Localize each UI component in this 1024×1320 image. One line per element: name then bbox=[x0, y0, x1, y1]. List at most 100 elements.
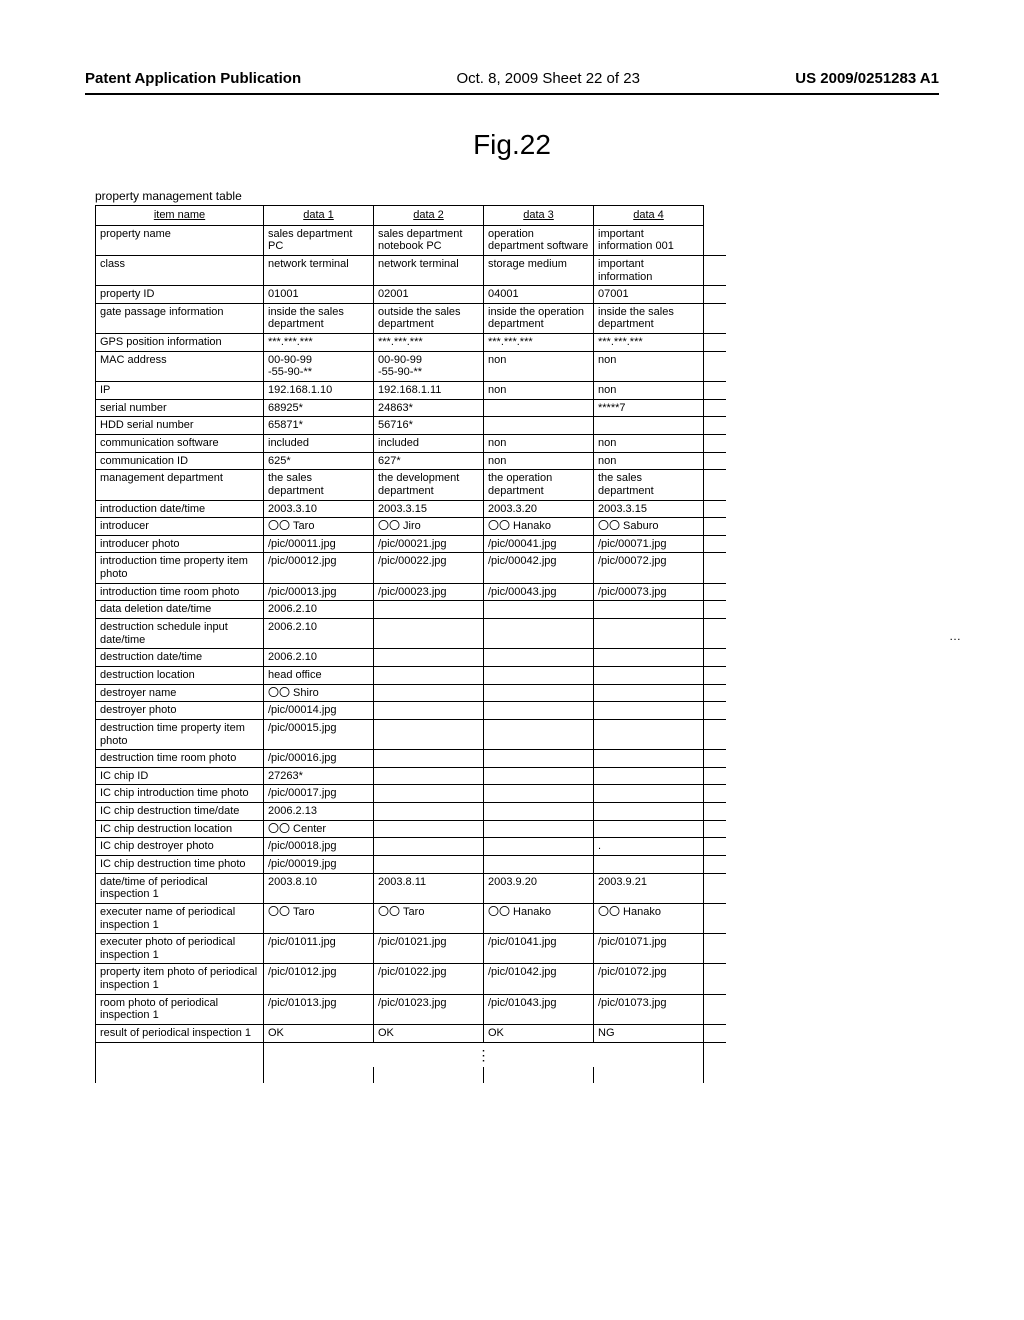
col-header-data3: data 3 bbox=[484, 206, 594, 226]
cell-data bbox=[374, 649, 484, 667]
cell-trail bbox=[704, 803, 726, 821]
cell-data bbox=[594, 702, 704, 720]
cell-data: /pic/00015.jpg bbox=[264, 719, 374, 749]
cell-trail bbox=[704, 535, 726, 553]
cell-data: included bbox=[374, 434, 484, 452]
cell-data: /pic/00043.jpg bbox=[484, 583, 594, 601]
cell-item-name: destruction location bbox=[96, 666, 264, 684]
cell-trail bbox=[704, 518, 726, 536]
cell-data: inside the sales department bbox=[264, 303, 374, 333]
table-row: room photo of periodical inspection 1/pi… bbox=[96, 994, 726, 1024]
cell-data: 24863* bbox=[374, 399, 484, 417]
table-row: property item photo of periodical inspec… bbox=[96, 964, 726, 994]
cell-data bbox=[484, 601, 594, 619]
cell-item-name: IC chip destruction location bbox=[96, 820, 264, 838]
cell-data: 00-90-99-55-90-** bbox=[374, 351, 484, 381]
cell-trail bbox=[704, 767, 726, 785]
cell-data: /pic/01012.jpg bbox=[264, 964, 374, 994]
cell-data bbox=[374, 619, 484, 649]
cell-trail bbox=[704, 702, 726, 720]
cell-trail bbox=[704, 750, 726, 768]
cell-data bbox=[484, 684, 594, 702]
cell-data: /pic/00072.jpg bbox=[594, 553, 704, 583]
table-row: communication softwareincludedincludedno… bbox=[96, 434, 726, 452]
cell-data: 〇〇 Hanako bbox=[484, 903, 594, 933]
cell-item-name: IC chip destruction time/date bbox=[96, 803, 264, 821]
cell-trail bbox=[704, 873, 726, 903]
cell-trail bbox=[704, 286, 726, 304]
cell-data bbox=[374, 785, 484, 803]
cell-data: non bbox=[484, 434, 594, 452]
cell-data bbox=[484, 767, 594, 785]
cell-item-name: IC chip destroyer photo bbox=[96, 838, 264, 856]
cell-data: /pic/01072.jpg bbox=[594, 964, 704, 994]
cell-data: non bbox=[594, 434, 704, 452]
cell-data bbox=[594, 601, 704, 619]
cell-item-name: introduction time property item photo bbox=[96, 553, 264, 583]
cell-end bbox=[594, 1067, 704, 1084]
cell-trail bbox=[704, 470, 726, 500]
cell-item-name: destruction date/time bbox=[96, 649, 264, 667]
cell-data: 2006.2.10 bbox=[264, 619, 374, 649]
cell-trail bbox=[704, 434, 726, 452]
table-body: property namesales department PCsales de… bbox=[96, 225, 726, 1083]
document-page: Patent Application Publication Oct. 8, 2… bbox=[0, 0, 1024, 1320]
cell-data bbox=[374, 666, 484, 684]
cell-vdots-left bbox=[96, 1042, 264, 1067]
cell-item-name: date/time of periodical inspection 1 bbox=[96, 873, 264, 903]
cell-data bbox=[374, 719, 484, 749]
cell-data: /pic/01073.jpg bbox=[594, 994, 704, 1024]
col-trail bbox=[704, 206, 726, 226]
cell-data: 2003.8.10 bbox=[264, 873, 374, 903]
table-row: MAC address00-90-99-55-90-**00-90-99-55-… bbox=[96, 351, 726, 381]
table-row: IC chip destruction time/date2006.2.13 bbox=[96, 803, 726, 821]
cell-data bbox=[484, 649, 594, 667]
table-row: executer name of periodical inspection 1… bbox=[96, 903, 726, 933]
cell-trail bbox=[704, 553, 726, 583]
table-row: destroyer photo/pic/00014.jpg bbox=[96, 702, 726, 720]
cell-data: 02001 bbox=[374, 286, 484, 304]
table-row: IC chip destruction location〇〇 Center bbox=[96, 820, 726, 838]
cell-data: non bbox=[594, 452, 704, 470]
cell-data: 01001 bbox=[264, 286, 374, 304]
cell-item-name: result of periodical inspection 1 bbox=[96, 1025, 264, 1043]
cell-data bbox=[484, 417, 594, 435]
table-row: introducer〇〇 Taro〇〇 Jiro〇〇 Hanako〇〇 Sabu… bbox=[96, 518, 726, 536]
cell-data bbox=[594, 666, 704, 684]
cell-data bbox=[374, 684, 484, 702]
col-header-data2: data 2 bbox=[374, 206, 484, 226]
table-row: IC chip ID27263* bbox=[96, 767, 726, 785]
cell-trail bbox=[704, 649, 726, 667]
cell-data: 00-90-99-55-90-** bbox=[264, 351, 374, 381]
table-row: destruction time room photo/pic/00016.jp… bbox=[96, 750, 726, 768]
page-header: Patent Application Publication Oct. 8, 2… bbox=[85, 70, 939, 95]
cell-data: /pic/01071.jpg bbox=[594, 934, 704, 964]
cell-data bbox=[484, 702, 594, 720]
cell-trail bbox=[704, 1067, 726, 1084]
cell-data: *****7 bbox=[594, 399, 704, 417]
cell-data: /pic/00012.jpg bbox=[264, 553, 374, 583]
cell-data: ***.***.*** bbox=[594, 334, 704, 352]
cell-data: the operation department bbox=[484, 470, 594, 500]
table-wrapper: … item name data 1 data 2 data 3 data 4 bbox=[95, 205, 939, 1083]
cell-data: 192.168.1.10 bbox=[264, 382, 374, 400]
cell-item-name: property name bbox=[96, 225, 264, 255]
cell-data: /pic/01013.jpg bbox=[264, 994, 374, 1024]
cell-data: 2003.9.21 bbox=[594, 873, 704, 903]
cell-data: /pic/01042.jpg bbox=[484, 964, 594, 994]
cell-item-name: IC chip introduction time photo bbox=[96, 785, 264, 803]
cell-trail bbox=[704, 452, 726, 470]
cell-data bbox=[484, 855, 594, 873]
table-row: destruction time property item photo/pic… bbox=[96, 719, 726, 749]
cell-trail bbox=[704, 417, 726, 435]
cell-data bbox=[374, 702, 484, 720]
publication-number: US 2009/0251283 A1 bbox=[795, 70, 939, 87]
cell-data: ***.***.*** bbox=[264, 334, 374, 352]
cell-data: /pic/00041.jpg bbox=[484, 535, 594, 553]
table-row: data deletion date/time2006.2.10 bbox=[96, 601, 726, 619]
cell-end bbox=[374, 1067, 484, 1084]
table-row: introduction time property item photo/pi… bbox=[96, 553, 726, 583]
cell-data: 〇〇 Taro bbox=[374, 903, 484, 933]
cell-data: ***.***.*** bbox=[374, 334, 484, 352]
cell-trail bbox=[704, 500, 726, 518]
